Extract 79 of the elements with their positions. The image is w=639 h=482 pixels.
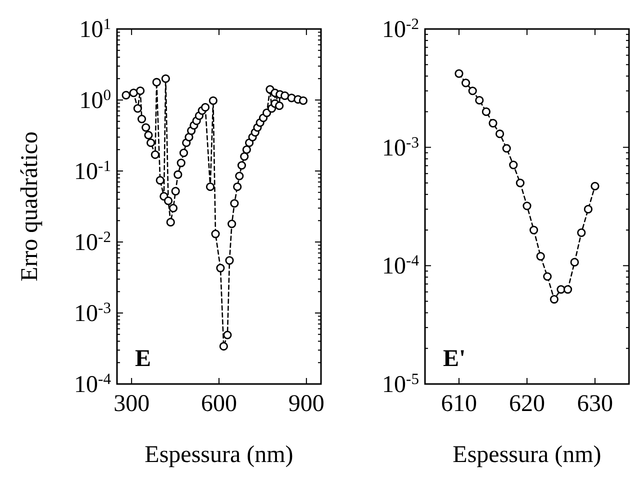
point: [129, 88, 138, 98]
point: [136, 86, 145, 96]
point: [211, 230, 220, 238]
y-tick-label: 10$^{-3}$: [74, 300, 112, 327]
point: [522, 202, 532, 210]
point: [164, 196, 173, 206]
point: [216, 264, 225, 272]
point: [142, 123, 150, 132]
point: [298, 96, 308, 105]
point: [152, 78, 161, 87]
point: [184, 132, 194, 142]
point: [475, 96, 484, 105]
point: [496, 130, 504, 138]
y-tick-label: 10$^{0}$: [79, 86, 112, 114]
point: [122, 90, 130, 100]
annotation: E: [135, 346, 152, 372]
point: [584, 204, 592, 214]
y-tick-label: 10$^{-2}$: [382, 16, 419, 43]
point: [150, 150, 160, 159]
point: [228, 220, 236, 228]
y-tick-label: 10$^{-2}$: [74, 228, 111, 256]
x-tick-label: 630: [577, 391, 613, 417]
point: [577, 228, 586, 237]
point: [502, 144, 511, 153]
point: [233, 182, 242, 192]
point: [482, 107, 490, 116]
point: [137, 114, 146, 124]
x-tick-label: 610: [441, 391, 477, 417]
point: [509, 160, 518, 170]
point: [206, 182, 215, 192]
point: [146, 138, 156, 148]
point: [275, 101, 284, 110]
point: [174, 170, 182, 179]
point: [166, 218, 175, 227]
x-axis-title: Espessura (nm): [452, 442, 602, 468]
y-axis-title: Erro quadrático: [17, 132, 43, 282]
point: [156, 176, 164, 185]
point: [219, 342, 228, 351]
point: [176, 158, 186, 168]
point: [225, 256, 234, 265]
point: [590, 182, 600, 190]
point: [454, 69, 464, 78]
point: [536, 252, 545, 261]
point: [550, 294, 558, 304]
point: [462, 78, 470, 88]
point: [179, 148, 188, 158]
point: [543, 272, 552, 281]
point: [240, 152, 249, 161]
y-tick-label: 10$^{-5}$: [382, 370, 420, 398]
point: [168, 204, 178, 212]
x-tick-label: 300: [114, 391, 150, 417]
y-tick-label: 10$^{-3}$: [382, 134, 420, 162]
point: [530, 226, 538, 234]
point: [468, 86, 477, 96]
y-tick-label: 10$^{-4}$: [382, 252, 420, 280]
y-tick-label: 10$^{-4}$: [74, 370, 112, 398]
point: [223, 330, 232, 340]
x-tick-label: 900: [288, 391, 324, 417]
point: [161, 74, 170, 83]
x-tick-label: 600: [201, 391, 237, 417]
point: [564, 285, 572, 294]
point: [230, 199, 239, 208]
point: [242, 145, 251, 154]
point: [133, 104, 142, 113]
point: [237, 161, 246, 170]
y-tick-label: 10$^{-1}$: [74, 158, 111, 185]
point: [280, 91, 290, 100]
point: [516, 178, 524, 188]
annotation: E': [443, 346, 466, 372]
point: [488, 118, 498, 128]
point: [235, 172, 244, 180]
point: [144, 130, 153, 140]
point: [208, 96, 218, 105]
x-axis-title: Espessura (nm): [144, 442, 294, 468]
point: [570, 258, 579, 266]
point: [171, 186, 180, 196]
x-tick-label: 620: [509, 391, 545, 417]
point: [201, 102, 210, 112]
y-tick-label: 10$^{1}$: [79, 16, 111, 43]
